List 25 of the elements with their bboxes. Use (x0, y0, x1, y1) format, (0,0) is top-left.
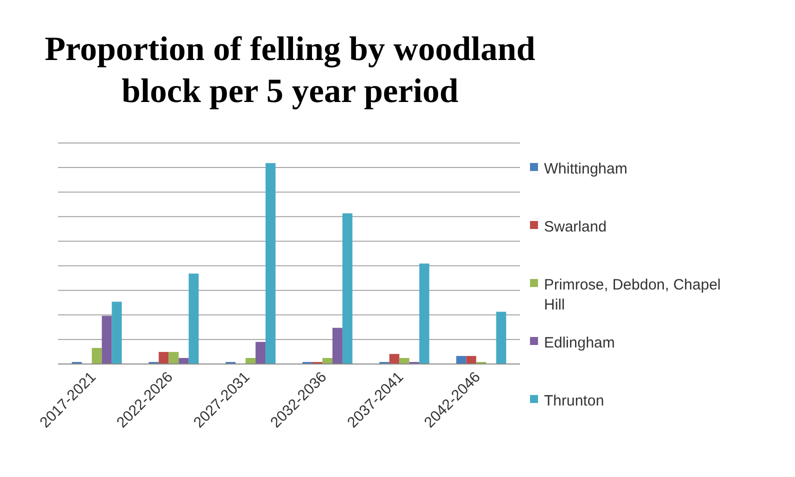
bar (342, 213, 352, 364)
bar (399, 358, 410, 364)
bar (466, 356, 476, 364)
bar (92, 348, 102, 364)
bar (246, 358, 256, 364)
legend-label: Edlingham (544, 334, 615, 352)
legend-label: Thrunton (544, 392, 604, 410)
legend-label: Swarland (544, 218, 607, 236)
legend-label: Whittingham (544, 160, 628, 178)
bar (112, 302, 122, 364)
bar (158, 352, 169, 364)
bar (332, 328, 342, 364)
legend-label: Primrose, Debdon, Chapel Hill (544, 276, 721, 314)
bar (178, 358, 189, 364)
chart-title: Proportion of felling by woodland block per 5 year period (44, 31, 536, 110)
bar (389, 354, 400, 364)
bar (496, 312, 506, 364)
bar (322, 358, 332, 364)
bar (168, 352, 179, 364)
bar (419, 264, 430, 364)
bar (188, 274, 199, 364)
bar (266, 163, 276, 364)
bar (256, 342, 266, 364)
bar (456, 356, 466, 364)
bar (102, 316, 112, 364)
